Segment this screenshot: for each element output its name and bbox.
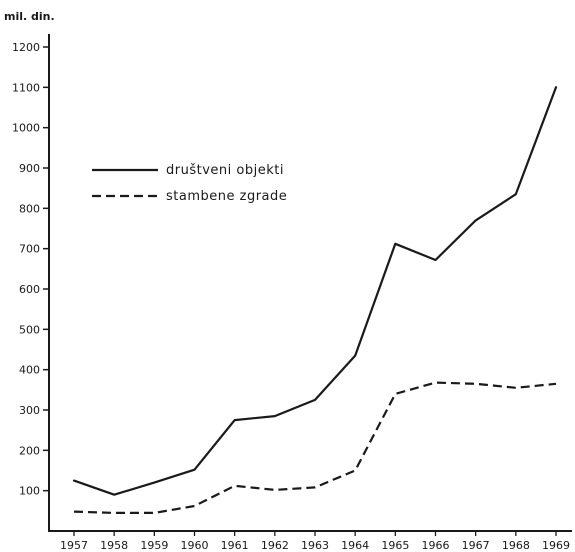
y-tick-label: 800 [19,202,40,215]
y-tick-label: 500 [19,323,40,336]
y-tick-label: 1000 [12,122,40,135]
legend: društveni objekti stambene zgrade [92,163,287,204]
x-tick-label: 1968 [502,539,530,552]
x-tick-label: 1960 [181,539,209,552]
y-tick-label: 1100 [12,81,40,94]
x-tick-label: 1966 [422,539,450,552]
legend-label-stambene-zgrade: stambene zgrade [166,189,287,204]
y-tick-label: 400 [19,364,40,377]
y-tick-label: 600 [19,283,40,296]
x-tick-label: 1967 [462,539,490,552]
x-tick-label: 1958 [100,539,128,552]
series-line-drustveni-objekti [72,86,558,496]
y-tick-label: 700 [19,243,40,256]
y-axis-unit-label: mil. din. [4,10,55,23]
y-tick-label: 900 [19,162,40,175]
y-tick-label: 300 [19,404,40,417]
y-tick-label: 100 [19,485,40,498]
series-line-stambene-zgrade [73,381,557,515]
y-tick-label: 1200 [12,41,40,54]
plot-lines [72,86,558,515]
x-tick-label: 1959 [140,539,168,552]
x-tick-label: 1969 [542,539,570,552]
legend-label-drustveni-objekti: društveni objekti [166,163,284,178]
x-tick-label: 1965 [381,539,409,552]
x-axis-ticks: 1957 1958 1959 1960 1961 1962 1963 1964 1965 1966… [60,531,570,552]
y-tick-label: 200 [19,444,40,457]
x-tick-label: 1961 [221,539,249,552]
x-tick-label: 1957 [60,539,88,552]
x-tick-label: 1964 [341,539,369,552]
x-tick-label: 1962 [261,539,289,552]
y-axis-ticks: 100 200 300 400 500 600 700 800 900 1000 1100 1200 [12,41,49,498]
x-tick-label: 1963 [301,539,329,552]
